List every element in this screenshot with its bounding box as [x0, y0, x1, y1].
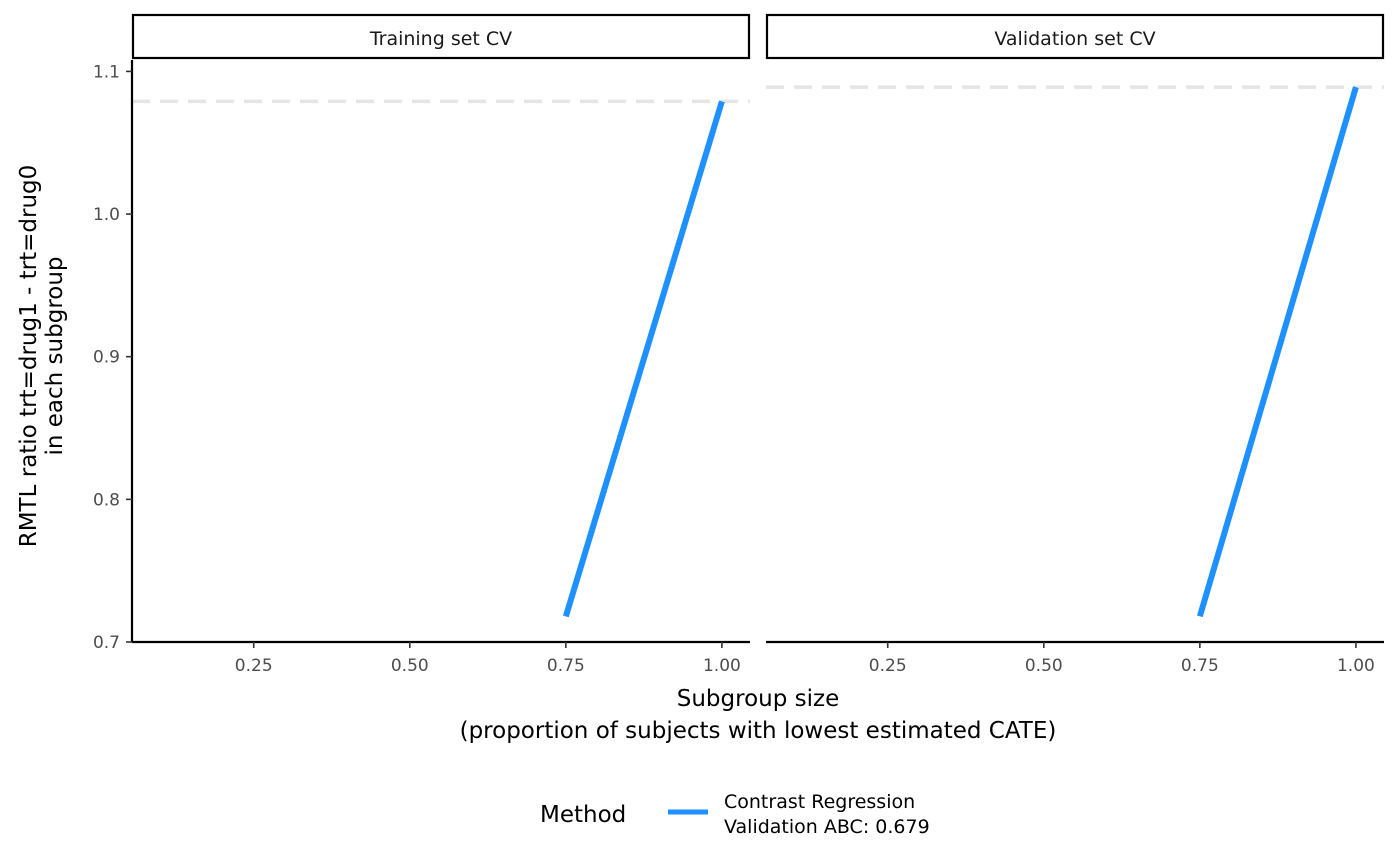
y-tick-label: 0.9: [93, 348, 120, 368]
series-line-contrast-regression: [562, 100, 725, 618]
y-tick-label: 1.1: [93, 62, 120, 82]
y-tick-label: 0.8: [93, 490, 120, 510]
strip-box: [131, 13, 751, 60]
strip-label: Validation set CV: [994, 28, 1155, 50]
y-axis-title: RMTL ratio trt=drug1 - trt=drug0: [16, 165, 42, 548]
panel-1: Training set CV 0.25 0.50 0.75 1.00 0.7 0.8 0.9…: [93, 13, 751, 676]
x-tick-label: 0.50: [391, 656, 429, 676]
y-axis-subtitle: in each subgroup: [42, 256, 68, 455]
x-tick-label: 0.50: [1025, 656, 1063, 676]
legend: Method Contrast Regression Validation AB…: [540, 791, 930, 838]
x-tick-label: 0.75: [1181, 656, 1219, 676]
x-tick-label: 0.25: [235, 656, 273, 676]
panel-2: Validation set CV 0.25 0.50 0.75 1.00: [765, 13, 1385, 676]
y-tick-label: 0.7: [93, 633, 120, 653]
strip-box: [765, 13, 1385, 60]
x-tick-label: 1.00: [703, 656, 741, 676]
strip-label: Training set CV: [369, 28, 512, 50]
x-axis-subtitle: (proportion of subjects with lowest esti…: [460, 718, 1057, 744]
x-tick-label: 0.75: [547, 656, 585, 676]
legend-title: Method: [540, 802, 626, 828]
legend-label-line2: Validation ABC: 0.679: [724, 816, 930, 838]
series-line-contrast-regression: [1196, 86, 1359, 618]
x-tick-label: 0.25: [869, 656, 907, 676]
legend-label-line1: Contrast Regression: [724, 791, 915, 813]
x-axis-title: Subgroup size: [677, 686, 839, 712]
panels: Training set CV 0.25 0.50 0.75 1.00 0.7 0.8 0.9…: [93, 13, 1385, 676]
y-tick-label: 1.0: [93, 205, 120, 225]
x-tick-label: 1.00: [1337, 656, 1375, 676]
